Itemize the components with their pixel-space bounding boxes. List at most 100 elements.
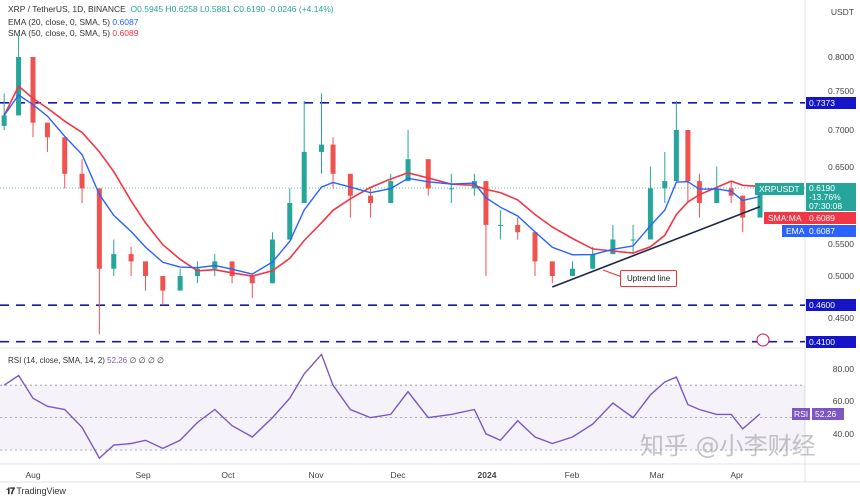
uptrend-line <box>552 205 761 288</box>
candle-body <box>128 254 134 262</box>
time-tick: Dec <box>390 470 406 480</box>
last-price-tag: 0.6190 -13.76% 07:30:08 <box>806 183 856 211</box>
candle-body <box>647 188 653 240</box>
change-value: -0.0246 (+4.14%) <box>267 4 334 14</box>
price-tick: 0.7000 <box>828 125 854 135</box>
candle-body <box>44 122 50 138</box>
bar-countdown: 07:30:08 <box>809 201 843 211</box>
candle-body <box>483 181 489 225</box>
candle-body <box>662 181 668 189</box>
sma-line <box>3 84 761 277</box>
candle-body <box>30 57 36 123</box>
rsi-tick: 40.00 <box>832 428 854 439</box>
ema-value: 0.6087 <box>112 17 139 27</box>
time-tick: Sep <box>135 470 151 480</box>
level-tag: 0.7373 <box>806 96 856 109</box>
last-price: 0.6190 <box>809 183 835 193</box>
last-pct: -13.76% <box>809 192 841 202</box>
candle-body <box>368 195 374 203</box>
ema-legend[interactable]: EMA (20, close, 0, SMA, 5) 0.6087 <box>8 17 138 27</box>
candle-body <box>685 130 691 182</box>
level-tag: 0.4600 <box>806 299 856 312</box>
candle-body <box>194 268 200 276</box>
candle-body <box>610 239 616 255</box>
candle-body <box>532 232 538 262</box>
rsi-line <box>3 353 761 460</box>
candle-body <box>287 203 293 240</box>
sma-value: 0.6089 <box>112 28 139 38</box>
candle-body <box>549 261 555 276</box>
price-tick: 0.6500 <box>828 161 854 172</box>
symbol-tag: XRPUSDT <box>755 183 804 195</box>
close-value: C0.6190 <box>233 4 266 14</box>
price-tick: 0.5000 <box>828 271 854 281</box>
candle-body <box>425 159 431 189</box>
symbol-title: XRP / TetherUS, 1D, BINANCE <box>8 4 126 14</box>
candle-body <box>79 173 85 189</box>
price-tick: 0.8000 <box>828 52 854 62</box>
rsi-extra: ∅ ∅ ∅ ∅ <box>129 356 164 365</box>
candle-body <box>319 144 324 152</box>
time-tick: Mar <box>649 470 665 480</box>
candle-body <box>405 159 411 182</box>
time-tick: Aug <box>25 470 41 480</box>
rsi-tick: 60.00 <box>832 396 854 407</box>
candle-body <box>249 276 255 284</box>
candle-body <box>1 115 7 126</box>
lightning-icon <box>756 333 770 347</box>
candle-body <box>448 188 454 190</box>
candle-body <box>330 144 336 174</box>
sma-tag-value: 0.6089 <box>806 212 856 224</box>
time-tick: Nov <box>308 470 324 480</box>
candle-body <box>96 188 102 269</box>
candle-body <box>111 254 117 269</box>
candle-body <box>740 195 746 218</box>
candle-body <box>757 189 763 218</box>
rsi-label: RSI (14, close, SMA, 14, 2) <box>8 356 105 365</box>
low-value: L0.5881 <box>200 4 231 14</box>
branding-text: TradingView <box>16 486 66 496</box>
candle-body <box>673 130 679 182</box>
rsi-value: 52.26 <box>107 356 128 365</box>
candle-body <box>569 268 575 276</box>
uptrend-annotation[interactable]: Uptrend line <box>620 270 678 287</box>
candle-body <box>714 188 720 203</box>
rsi-tag-value: 52.26 <box>812 408 844 420</box>
rsi-tick: 80.00 <box>832 364 854 374</box>
ema-tag-name: EMA <box>782 225 809 237</box>
candle-body <box>515 224 521 233</box>
time-tick: Oct <box>221 470 235 480</box>
annotation-arrow <box>602 269 623 278</box>
price-tick: 0.4500 <box>828 313 854 324</box>
sma-label: SMA (50, close, 0, SMA, 5) <box>8 28 111 38</box>
time-tick: Feb <box>564 470 580 480</box>
time-tick: 2024 <box>477 470 497 480</box>
candle-body <box>62 137 68 174</box>
candle-body <box>301 151 307 203</box>
ema-tag-value: 0.6087 <box>806 225 856 237</box>
watermark: 知乎 @小李财经 <box>640 432 816 460</box>
candle-body <box>143 261 149 276</box>
rsi-tag-name: RSI <box>792 408 811 420</box>
candle-body <box>497 224 503 226</box>
price-unit: USDT <box>830 7 854 17</box>
sma-legend[interactable]: SMA (50, close, 0, SMA, 5) 0.6089 <box>8 28 138 38</box>
candle-body <box>590 254 596 269</box>
candle-body <box>630 239 636 241</box>
candle-body <box>696 181 702 203</box>
high-value: H0.6258 <box>165 4 198 14</box>
sma-tag-name: SMA:MA <box>764 212 806 224</box>
price-tick: 0.7500 <box>828 85 854 96</box>
price-tick: 0.5500 <box>828 239 854 249</box>
rsi-legend[interactable]: RSI (14, close, SMA, 14, 2) 52.26 ∅ ∅ ∅ … <box>8 356 164 365</box>
open-value: O0.5945 <box>130 4 164 14</box>
candle-body <box>177 276 183 291</box>
time-tick: Apr <box>730 470 744 480</box>
level-tag: 0.4100 <box>806 335 856 348</box>
tradingview-logo[interactable]: 𝟏𝟕 TradingView <box>6 486 66 496</box>
ema-label: EMA (20, close, 0, SMA, 5) <box>8 17 111 27</box>
ema-line <box>3 94 761 275</box>
candle-body <box>160 276 166 291</box>
candle-body <box>347 173 353 196</box>
